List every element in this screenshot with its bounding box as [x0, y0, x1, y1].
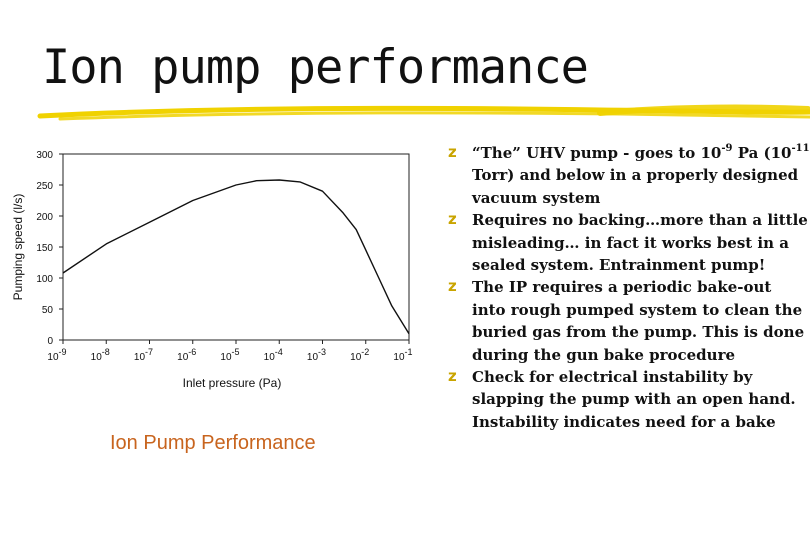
- z-bullet-icon: z: [448, 143, 457, 161]
- series-line: [62, 179, 410, 335]
- bullet-text: The IP requires a periodic bake-out into…: [472, 278, 805, 364]
- series: [62, 179, 410, 335]
- y-tick-label: 250: [36, 181, 53, 192]
- y-tick-label: 200: [36, 212, 53, 223]
- z-bullet-icon: z: [448, 367, 457, 386]
- x-tick-label: 10-9: [47, 347, 66, 363]
- x-tick-label: 10-4: [264, 347, 283, 363]
- x-tick-label: 10-3: [307, 347, 326, 363]
- y-axis-label: Pumping speed (l/s): [11, 194, 25, 301]
- bullet-item: z Requires no backing…more than a little…: [448, 209, 810, 276]
- y-ticks: 0 50 100 150 200 250 300: [36, 150, 63, 347]
- x-axis-label: Inlet pressure (Pa): [183, 376, 282, 390]
- x-tick-label: 10-5: [220, 347, 239, 363]
- bullet-text: Requires no backing…more than a little m…: [472, 211, 808, 275]
- y-tick-label: 50: [42, 305, 54, 316]
- x-tick-label: 10-8: [91, 347, 110, 363]
- y-tick-label: 300: [36, 150, 53, 161]
- chart: 0 50 100 150 200 250 300 10-9 10-8 10-7 10-6 10-5 1…: [0, 140, 440, 404]
- x-tick-label: 10-1: [393, 347, 412, 363]
- slide-title: Ion pump performance: [42, 40, 589, 95]
- y-tick-label: 100: [36, 274, 53, 285]
- bullet-list: z “The” UHV pump - goes to 10-9 Pa (10-1…: [448, 142, 810, 433]
- x-tick-label: 10-2: [350, 347, 369, 363]
- exponent: -11: [791, 143, 810, 154]
- chart-caption: Ion Pump Performance: [110, 432, 316, 454]
- z-bullet-icon: z: [448, 210, 457, 229]
- plot-frame: [62, 153, 410, 341]
- y-tick-label: 0: [47, 336, 53, 347]
- bullet-text: Pa (10: [732, 144, 792, 162]
- bullet-item: z Check for electrical instability by sl…: [448, 366, 810, 433]
- bullet-item: z “The” UHV pump - goes to 10-9 Pa (10-1…: [448, 142, 810, 209]
- bullet-text: Check for electrical instability by slap…: [472, 368, 796, 431]
- x-tick-label: 10-6: [177, 347, 196, 363]
- exponent: -9: [721, 143, 733, 154]
- x-tick-label: 10-7: [134, 347, 153, 363]
- y-tick-label: 150: [36, 243, 53, 254]
- chart-axes: [62, 153, 410, 341]
- x-ticks: 10-9 10-8 10-7 10-6 10-5 10-4 10-3 10-2 10-1: [47, 340, 413, 363]
- bullet-item: z The IP requires a periodic bake-out in…: [448, 276, 810, 366]
- bullet-text: “The” UHV pump - goes to 10: [472, 144, 722, 162]
- title-underline: [37, 104, 810, 121]
- z-bullet-icon: z: [448, 277, 457, 296]
- bullet-text: Torr) and below in a properly designed v…: [472, 166, 799, 207]
